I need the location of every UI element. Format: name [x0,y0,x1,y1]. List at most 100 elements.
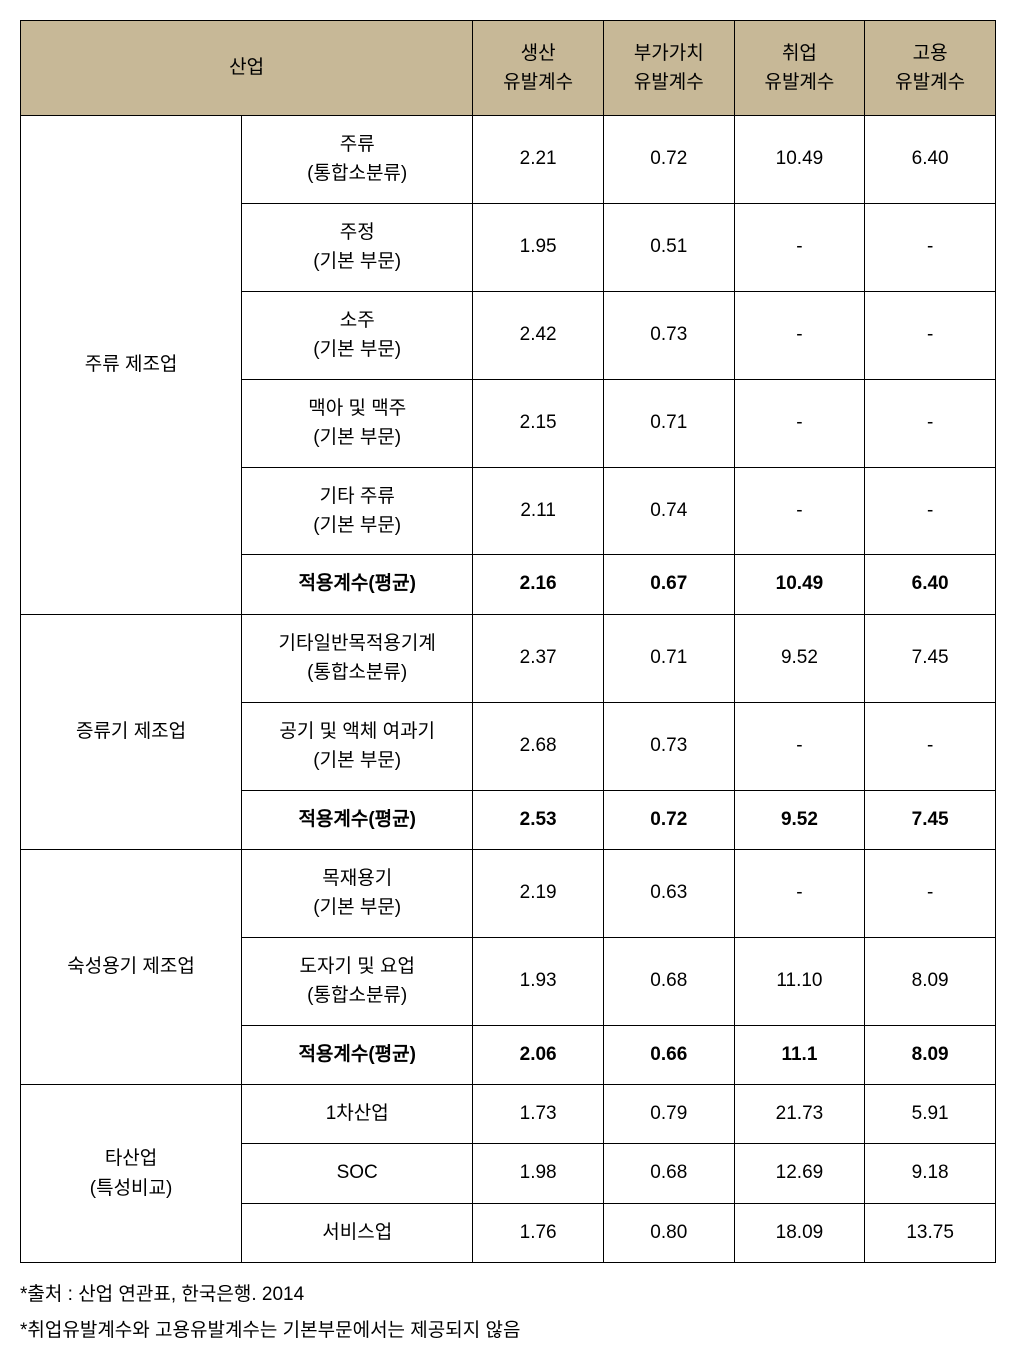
value-cell: 2.42 [473,291,604,379]
value-cell: 1.98 [473,1144,604,1203]
sub-label-cell: 주류 (통합소분류) [242,116,473,204]
value-cell: 0.68 [603,937,734,1025]
header-text: 고용 [913,43,948,64]
group-cell: 숙성용기 제조업 [21,849,242,1084]
footnote-explanation: *취업유발계수와 고용유발계수는 기본부문에서는 제공되지 않음 [20,1313,996,1349]
sub-label-cell: 목재용기 (기본 부문) [242,849,473,937]
label-text: 주정 [340,222,375,243]
header-value-added: 부가가치 유발계수 [603,21,734,116]
table-row: 숙성용기 제조업목재용기(기본 부문)2.190.63-- [21,849,996,937]
sub-label-cell: 공기 및 액체 여과기 (기본 부문) [242,702,473,790]
value-cell: 0.66 [603,1025,734,1084]
label-text: (기본 부문) [313,750,401,771]
coefficient-table: 산업 생산 유발계수 부가가치 유발계수 취업 유발계수 고용 유발계수 주류 … [20,20,996,1263]
value-cell: - [734,702,865,790]
label-text: 공기 및 액체 여과기 [279,721,435,742]
header-text: 생산 [521,43,556,64]
value-cell: 6.40 [865,116,996,204]
header-text: 유발계수 [634,72,704,93]
value-cell: - [734,379,865,467]
value-cell: 13.75 [865,1203,996,1262]
sub-label-cell: 도자기 및 요업 (통합소분류) [242,937,473,1025]
value-cell: - [734,849,865,937]
label-text: 주류 [340,134,375,155]
value-cell: 0.51 [603,203,734,291]
sub-label-cell: 1차산업 [242,1085,473,1144]
label-text: (통합소분류) [307,985,407,1006]
sub-label-cell: 서비스업 [242,1203,473,1262]
footnotes: *출처 : 산업 연관표, 한국은행. 2014 *취업유발계수와 고용유발계수… [20,1277,996,1349]
value-cell: 8.09 [865,1025,996,1084]
label-text: 기타 주류 [320,486,395,507]
group-cell: 증류기 제조업 [21,614,242,849]
label-text: (특성비교) [90,1178,173,1199]
value-cell: 0.79 [603,1085,734,1144]
value-cell: 1.93 [473,937,604,1025]
value-cell: 7.45 [865,790,996,849]
value-cell: 0.73 [603,291,734,379]
value-cell: 0.72 [603,116,734,204]
value-cell: 0.71 [603,614,734,702]
label-text: 목재용기 [322,868,392,889]
table-header-row: 산업 생산 유발계수 부가가치 유발계수 취업 유발계수 고용 유발계수 [21,21,996,116]
value-cell: 18.09 [734,1203,865,1262]
table-row: 증류기 제조업기타일반목적용기계(통합소분류)2.370.719.527.45 [21,614,996,702]
value-cell: 0.73 [603,702,734,790]
sub-label-cell: 소주 (기본 부문) [242,291,473,379]
value-cell: 11.1 [734,1025,865,1084]
label-text: 기타일반목적용기계 [279,633,436,654]
value-cell: 0.74 [603,467,734,555]
label-text: (기본 부문) [313,339,401,360]
value-cell: 10.49 [734,555,865,614]
header-text: 유발계수 [764,72,834,93]
value-cell: - [865,379,996,467]
sub-label-cell: 적용계수(평균) [242,1025,473,1084]
value-cell: - [865,203,996,291]
label-text: 타산업 [105,1148,157,1169]
table-body: 주류 제조업주류(통합소분류)2.210.7210.496.40주정(기본 부문… [21,116,996,1263]
label-text: (통합소분류) [307,163,407,184]
value-cell: 10.49 [734,116,865,204]
value-cell: 1.76 [473,1203,604,1262]
header-job: 고용 유발계수 [865,21,996,116]
value-cell: - [865,702,996,790]
value-cell: 2.68 [473,702,604,790]
value-cell: 8.09 [865,937,996,1025]
value-cell: 9.52 [734,790,865,849]
value-cell: 2.16 [473,555,604,614]
value-cell: 2.11 [473,467,604,555]
value-cell: 2.53 [473,790,604,849]
label-text: 맥아 및 맥주 [308,398,406,419]
value-cell: 1.73 [473,1085,604,1144]
label-text: 도자기 및 요업 [299,956,414,977]
header-industry: 산업 [21,21,473,116]
value-cell: 12.69 [734,1144,865,1203]
header-production: 생산 유발계수 [473,21,604,116]
header-text: 취업 [782,43,817,64]
value-cell: 2.21 [473,116,604,204]
value-cell: 0.71 [603,379,734,467]
value-cell: 7.45 [865,614,996,702]
value-cell: - [734,291,865,379]
value-cell: - [865,849,996,937]
value-cell: 2.37 [473,614,604,702]
value-cell: 21.73 [734,1085,865,1144]
sub-label-cell: 기타일반목적용기계 (통합소분류) [242,614,473,702]
value-cell: 1.95 [473,203,604,291]
header-text: 부가가치 [634,43,704,64]
table-row: 타산업(특성비교)1차산업1.730.7921.735.91 [21,1085,996,1144]
footnote-source: *출처 : 산업 연관표, 한국은행. 2014 [20,1277,996,1313]
table-row: 주류 제조업주류(통합소분류)2.210.7210.496.40 [21,116,996,204]
value-cell: 0.68 [603,1144,734,1203]
label-text: (통합소분류) [307,662,407,683]
sub-label-cell: 적용계수(평균) [242,790,473,849]
header-text: 유발계수 [895,72,965,93]
value-cell: 0.72 [603,790,734,849]
value-cell: 2.19 [473,849,604,937]
group-cell: 주류 제조업 [21,116,242,615]
label-text: 소주 [340,310,375,331]
value-cell: - [865,467,996,555]
label-text: (기본 부문) [313,897,401,918]
value-cell: 9.18 [865,1144,996,1203]
sub-label-cell: 적용계수(평균) [242,555,473,614]
